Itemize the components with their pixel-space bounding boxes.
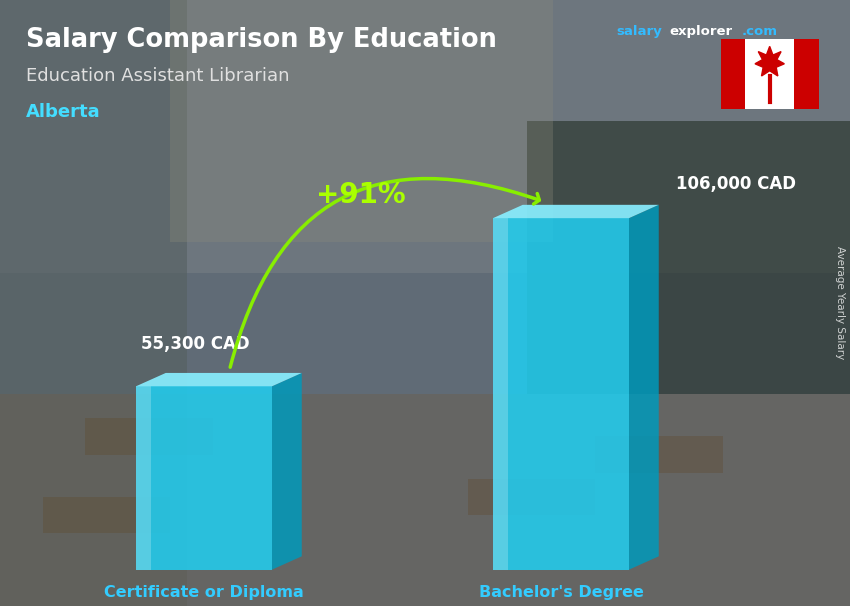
- Text: 55,300 CAD: 55,300 CAD: [141, 335, 250, 353]
- Text: Alberta: Alberta: [26, 103, 100, 121]
- Polygon shape: [755, 47, 785, 76]
- Text: .com: .com: [741, 25, 777, 38]
- Text: Certificate or Diploma: Certificate or Diploma: [105, 585, 304, 600]
- Polygon shape: [629, 205, 659, 570]
- Text: salary: salary: [616, 25, 662, 38]
- Text: 106,000 CAD: 106,000 CAD: [676, 175, 796, 193]
- Polygon shape: [493, 205, 659, 218]
- Text: Bachelor's Degree: Bachelor's Degree: [479, 585, 643, 600]
- Text: explorer: explorer: [669, 25, 732, 38]
- Bar: [595, 436, 722, 473]
- Text: Average Yearly Salary: Average Yearly Salary: [835, 247, 845, 359]
- Bar: [170, 0, 552, 242]
- Bar: [745, 39, 794, 109]
- Bar: [468, 479, 595, 515]
- Polygon shape: [136, 373, 302, 386]
- Bar: [0, 0, 187, 606]
- Text: Salary Comparison By Education: Salary Comparison By Education: [26, 27, 496, 53]
- Bar: [527, 121, 850, 394]
- Polygon shape: [136, 386, 272, 570]
- Polygon shape: [272, 373, 302, 570]
- Bar: [42, 497, 170, 533]
- Polygon shape: [493, 218, 629, 570]
- Polygon shape: [493, 218, 508, 570]
- Bar: [0, 0, 850, 273]
- Text: Education Assistant Librarian: Education Assistant Librarian: [26, 67, 289, 85]
- Bar: [85, 418, 212, 454]
- Bar: [0, 394, 850, 606]
- Polygon shape: [136, 386, 151, 570]
- Text: +91%: +91%: [316, 181, 406, 209]
